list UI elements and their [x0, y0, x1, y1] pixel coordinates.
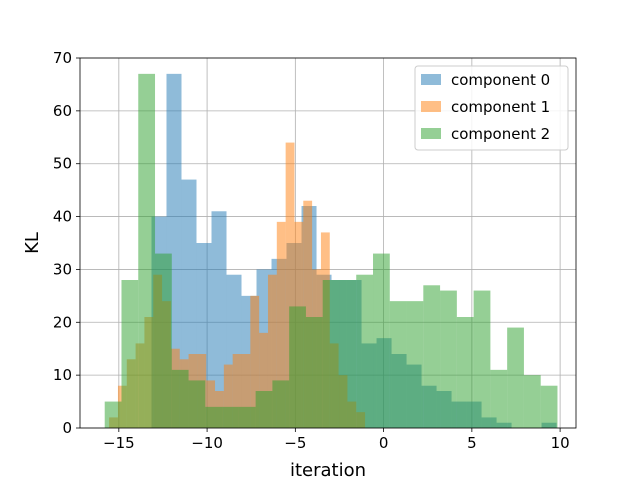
histogram-bar: [339, 280, 357, 428]
histogram-bar: [232, 354, 242, 428]
histogram-bar: [223, 364, 233, 428]
histogram-bar: [138, 73, 156, 428]
y-tick-label: 0: [62, 419, 72, 437]
histogram-bar: [473, 290, 491, 428]
y-axis-label: KL: [22, 232, 43, 254]
plot-frame: [79, 57, 577, 429]
legend-label: component 1: [451, 98, 550, 116]
x-tick-label: 5: [467, 434, 477, 452]
x-tick-label: 0: [379, 434, 389, 452]
histogram-bar: [241, 354, 251, 428]
histogram-bar: [490, 369, 508, 428]
series-2: [104, 73, 558, 428]
histogram-bar: [305, 317, 323, 428]
histogram-bar: [406, 301, 424, 428]
histogram-bar: [206, 380, 216, 428]
histogram-bar: [104, 401, 122, 428]
histogram-bar: [303, 200, 313, 428]
y-tick-label: 60: [53, 102, 72, 120]
histogram-bar: [456, 317, 474, 428]
legend-item: component 1: [421, 98, 550, 116]
legend-swatch: [421, 101, 441, 112]
legend: component 0 component 1 component 2: [414, 65, 569, 151]
x-tick-label: −15: [103, 434, 135, 452]
histogram-bar: [276, 221, 286, 428]
histogram-bar: [440, 290, 457, 428]
histogram-bar: [222, 406, 239, 428]
y-tick-label: 40: [53, 208, 72, 226]
histogram-bar: [356, 274, 374, 428]
y-tick-label: 20: [53, 313, 72, 331]
histogram-bar: [289, 306, 306, 428]
histogram-bar: [188, 380, 206, 428]
histogram-bar: [121, 280, 139, 428]
ticks-layer: −15 −10 −5 0 5 10 0 10 20 30 40 50 60 70: [53, 49, 570, 452]
histogram-bar: [155, 253, 172, 428]
legend-label: component 0: [451, 71, 550, 89]
y-tick-label: 50: [53, 155, 72, 173]
histogram-bar: [259, 332, 268, 428]
legend-item: component 0: [421, 71, 550, 89]
histogram-bar: [373, 253, 390, 428]
histogram-bar: [423, 285, 441, 428]
y-tick-label: 70: [53, 49, 72, 67]
histogram-bar: [272, 380, 290, 428]
histogram-bar: [171, 369, 189, 428]
x-tick-label: 10: [551, 434, 570, 452]
histogram-bar: [540, 385, 558, 428]
legend-label: component 2: [451, 125, 550, 143]
histogram-bar: [507, 327, 524, 428]
histogram-bar: [267, 274, 277, 428]
histogram-bar: [255, 391, 273, 428]
histogram-bar: [238, 406, 256, 428]
legend-item: component 2: [421, 125, 550, 143]
histogram-bar: [523, 375, 541, 428]
legend-swatch: [421, 128, 441, 139]
legend-swatch: [421, 74, 441, 85]
bars-layer: [104, 73, 558, 429]
y-tick-label: 10: [53, 366, 72, 384]
x-tick-label: −5: [284, 434, 306, 452]
histogram-bar: [211, 211, 227, 428]
x-tick-label: −10: [191, 434, 223, 452]
histogram-bar: [205, 406, 223, 428]
histogram-bar: [322, 280, 340, 428]
legend-box: [414, 65, 569, 151]
histogram-bar: [389, 301, 407, 428]
histogram-bar: [250, 295, 260, 428]
y-tick-label: 30: [53, 260, 72, 278]
histogram-bar: [285, 142, 295, 429]
x-axis-label: iteration: [290, 460, 366, 480]
